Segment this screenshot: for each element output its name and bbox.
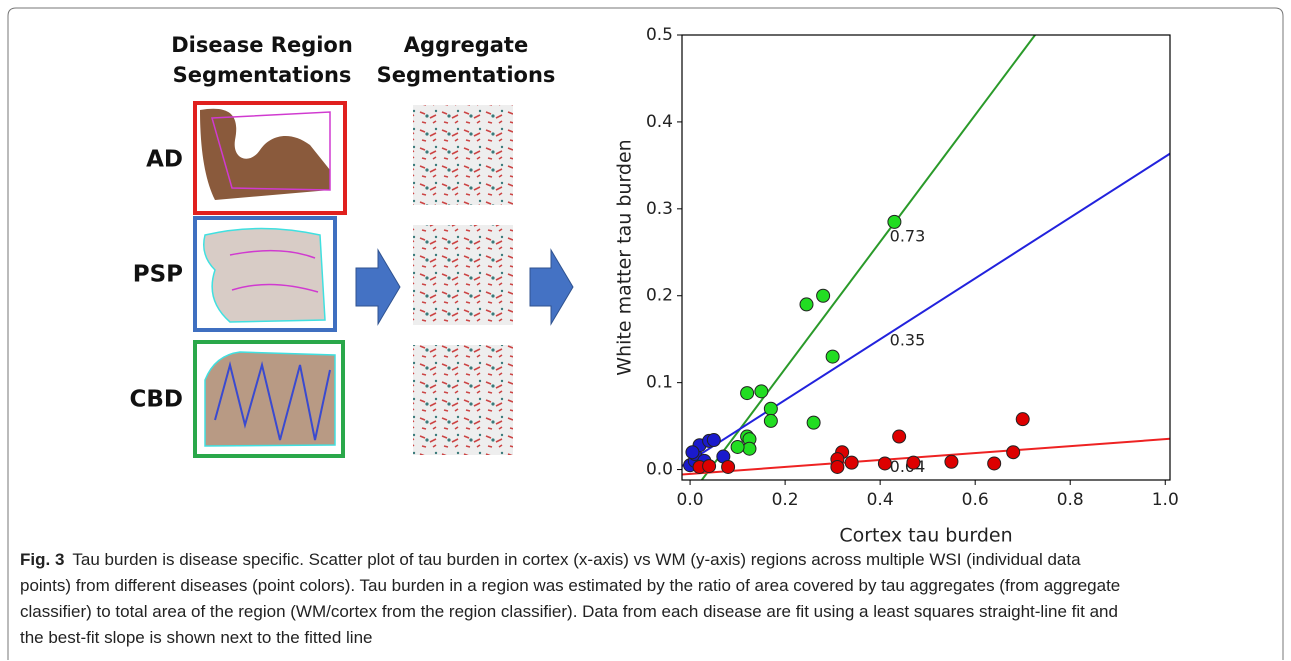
data-point	[702, 459, 717, 474]
data-point	[844, 455, 859, 470]
data-point	[1015, 412, 1030, 427]
data-point	[730, 439, 745, 454]
data-point	[987, 456, 1002, 471]
segmentation-images	[193, 101, 574, 458]
caption-line: Fig. 3 Tau burden is disease specific. Sc…	[20, 550, 1081, 570]
row-label: PSP	[133, 262, 183, 288]
y-tick-label: 0.3	[646, 199, 673, 219]
caption-line: classifier) to total area of the region …	[20, 602, 1118, 622]
data-point	[685, 445, 700, 460]
slope-label: 0.35	[890, 331, 926, 350]
fit-line	[682, 152, 1170, 467]
y-tick-label: 0.5	[646, 25, 673, 45]
y-tick-label: 0.1	[646, 373, 673, 393]
data-point	[740, 386, 755, 401]
caption-text: Tau burden is disease specific. Scatter …	[72, 550, 1081, 569]
data-point	[944, 454, 959, 469]
fit-line	[682, 437, 1170, 476]
data-point	[763, 401, 778, 416]
y-axis-label: White matter tau burden	[614, 139, 636, 375]
x-tick-label: 0.6	[962, 490, 989, 510]
column-header: Segmentations	[173, 63, 352, 87]
caption-text: classifier) to total area of the region …	[20, 602, 1118, 621]
y-tick-label: 0.4	[646, 112, 673, 132]
x-tick-label: 1.0	[1152, 490, 1179, 510]
data-point	[1006, 445, 1021, 460]
data-point	[906, 455, 921, 470]
data-point	[887, 214, 902, 229]
data-point	[830, 459, 845, 474]
y-tick-label: 0.2	[646, 286, 673, 306]
data-point	[806, 415, 821, 430]
row-label: AD	[146, 147, 183, 173]
caption-text: points) from different diseases (point c…	[20, 576, 1121, 595]
x-tick-label: 0.0	[677, 490, 704, 510]
column-header: Segmentations	[377, 63, 556, 87]
data-point	[742, 441, 757, 456]
x-tick-label: 0.8	[1057, 490, 1084, 510]
x-tick-label: 0.4	[867, 490, 894, 510]
data-point	[721, 459, 736, 474]
caption-text: the best-fit slope is shown next to the …	[20, 628, 373, 647]
column-header: Disease Region	[171, 33, 353, 57]
data-point	[754, 384, 769, 399]
data-point	[816, 288, 831, 303]
caption-line: points) from different diseases (point c…	[20, 576, 1120, 596]
fit-line	[700, 35, 1037, 480]
y-tick-label: 0.0	[646, 460, 673, 480]
caption-line: the best-fit slope is shown next to the …	[20, 628, 372, 648]
x-tick-label: 0.2	[772, 490, 799, 510]
caption-label: Fig. 3	[20, 550, 65, 569]
plot-frame	[681, 34, 1171, 481]
slope-label: 0.73	[890, 227, 926, 246]
row-label: CBD	[129, 387, 183, 413]
data-point	[877, 456, 892, 471]
data-point	[892, 429, 907, 444]
data-point	[825, 349, 840, 364]
data-point	[706, 433, 721, 448]
data-point	[799, 297, 814, 312]
x-axis-label: Cortex tau burden	[839, 525, 1012, 547]
data-point	[763, 413, 778, 428]
scatter-plot: 0.0 0.1 0.2 0.3 0.4 0.5 0.0 0.2 0.4 0.6 0.8 1.0 Cort…	[614, 25, 1179, 547]
column-header: Aggregate	[404, 33, 528, 57]
frame	[7, 7, 1284, 660]
